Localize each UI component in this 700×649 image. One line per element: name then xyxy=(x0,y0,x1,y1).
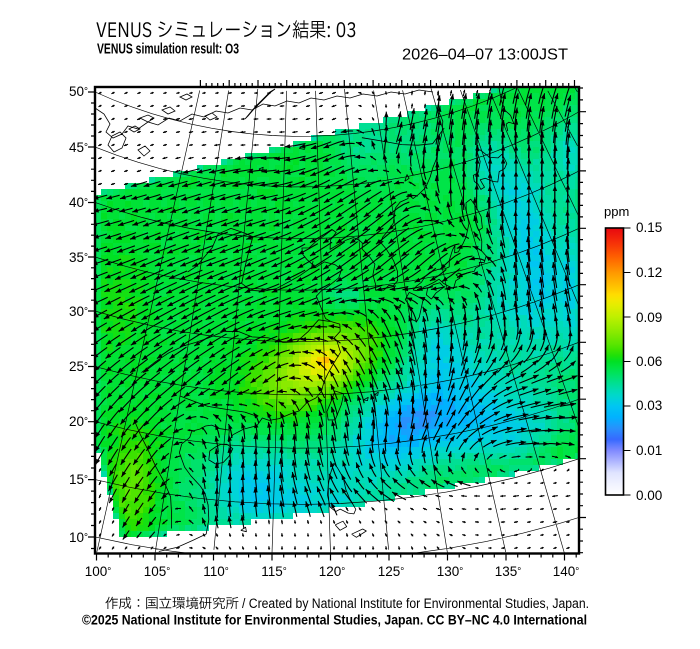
svg-text:/ Created by National Institut: / Created by National Institute for Envi… xyxy=(242,596,589,611)
svg-text:30°: 30° xyxy=(69,304,88,319)
svg-text:45°: 45° xyxy=(69,140,88,155)
svg-text:135°: 135° xyxy=(495,564,522,579)
svg-text:35°: 35° xyxy=(69,250,88,265)
svg-text:20°: 20° xyxy=(69,414,88,429)
svg-text:25°: 25° xyxy=(69,359,88,374)
svg-text:110°: 110° xyxy=(203,564,229,579)
svg-text:0.15: 0.15 xyxy=(636,220,662,235)
svg-text:0.03: 0.03 xyxy=(636,398,662,413)
svg-text:15°: 15° xyxy=(69,472,88,487)
svg-text:0.12: 0.12 xyxy=(636,265,662,280)
svg-text:115°: 115° xyxy=(261,564,287,579)
svg-text:100°: 100° xyxy=(85,564,112,579)
svg-text:ppm: ppm xyxy=(604,204,629,219)
svg-text:130°: 130° xyxy=(437,564,464,579)
svg-text:120°: 120° xyxy=(319,564,346,579)
svg-text:0.00: 0.00 xyxy=(636,488,662,503)
svg-text:0.01: 0.01 xyxy=(636,443,662,458)
svg-text:40°: 40° xyxy=(69,195,88,210)
svg-text:0.06: 0.06 xyxy=(636,354,662,369)
svg-text:2026–04–07 13:00JST: 2026–04–07 13:00JST xyxy=(402,47,568,64)
svg-text:VENUS simulation result: O3: VENUS simulation result: O3 xyxy=(97,42,239,58)
svg-text:10°: 10° xyxy=(69,530,88,545)
svg-text:140°: 140° xyxy=(553,564,580,579)
svg-text:©2025 National Institute for E: ©2025 National Institute for Environment… xyxy=(82,613,587,628)
svg-text:105°: 105° xyxy=(144,564,171,579)
svg-text:50°: 50° xyxy=(69,84,88,99)
svg-text:125°: 125° xyxy=(378,564,405,579)
svg-text:0.09: 0.09 xyxy=(636,310,662,325)
